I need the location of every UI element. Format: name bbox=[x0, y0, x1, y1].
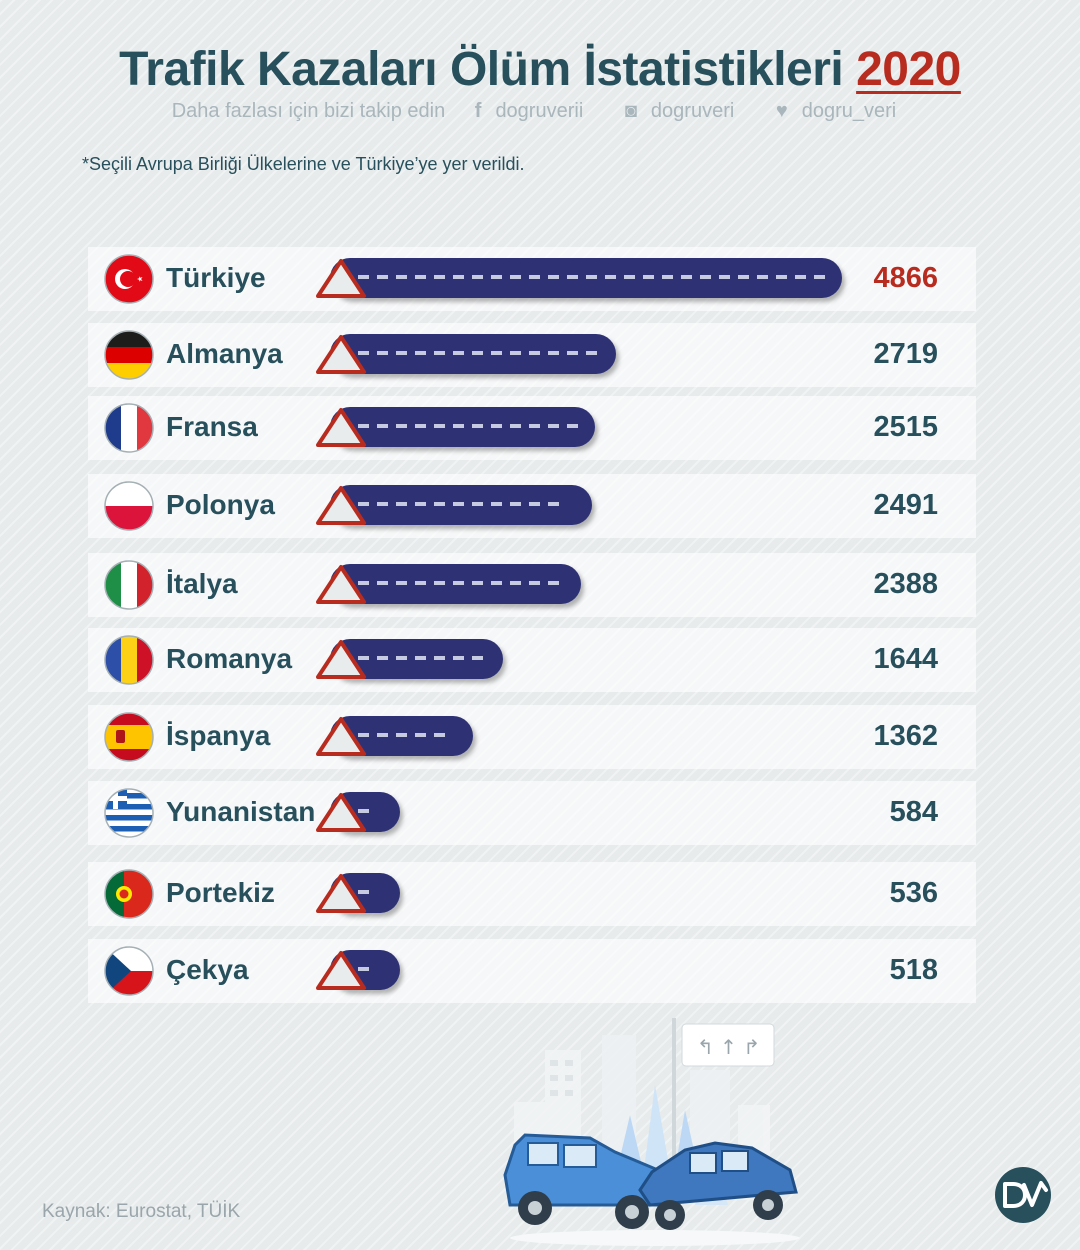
flag-romanya-icon bbox=[104, 635, 154, 685]
page-title: Trafik Kazaları Ölüm İstatistikleri 2020 bbox=[0, 42, 1080, 97]
tick-label-portekiz: Portekiz bbox=[166, 877, 275, 908]
warning-triangle-cekya-icon bbox=[316, 951, 366, 990]
tick-label-polonya: Polonya bbox=[166, 489, 275, 520]
warning-triangle-fransa-icon bbox=[316, 408, 366, 447]
instagram-icon: ◙ bbox=[624, 100, 637, 122]
chart-row-romanya bbox=[88, 628, 976, 692]
dv-logo[interactable] bbox=[994, 1166, 1052, 1224]
flag-yunanistan-icon bbox=[104, 788, 154, 838]
data-label-italya: 2388 bbox=[873, 568, 938, 600]
title-year: 2020 bbox=[856, 43, 961, 96]
flag-almanya-icon bbox=[104, 330, 154, 380]
instagram-handle: dogruveri bbox=[650, 100, 735, 122]
car-crash-illustration: ↰ ↑ ↱ bbox=[503, 1018, 800, 1246]
warning-triangle-romanya-icon bbox=[316, 640, 366, 679]
flag-ispanya-icon bbox=[104, 712, 154, 762]
data-label-cekya: 518 bbox=[889, 954, 938, 986]
warning-triangle-polonya-icon bbox=[316, 486, 366, 525]
data-label-almanya: 2719 bbox=[873, 338, 938, 370]
selection-note: *Seçili Avrupa Birliği Ülkelerine ve Tür… bbox=[82, 154, 525, 174]
tick-label-cekya: Çekya bbox=[166, 954, 249, 985]
bar-dashes-romanya bbox=[358, 656, 483, 660]
data-label-yunanistan: 584 bbox=[889, 796, 938, 828]
flag-fransa-icon bbox=[104, 403, 154, 453]
source-note: Kaynak: Eurostat, TÜİK bbox=[42, 1201, 241, 1222]
bar-dashes-turkiye bbox=[358, 275, 825, 279]
warning-triangle-yunanistan-icon bbox=[316, 793, 366, 832]
facebook-icon: f bbox=[474, 100, 482, 122]
tick-label-almanya: Almanya bbox=[166, 338, 283, 369]
twitter-link[interactable]: ♥ dogru_veri bbox=[776, 100, 908, 122]
warning-triangle-ispanya-icon bbox=[316, 717, 366, 756]
warning-triangle-almanya-icon bbox=[316, 335, 366, 374]
bar-dashes-portekiz bbox=[358, 890, 369, 894]
social-bar: Daha fazlası için bizi takip edin f dogru… bbox=[0, 100, 1080, 123]
data-label-romanya: 1644 bbox=[873, 643, 938, 675]
bar-dashes-ispanya bbox=[358, 733, 445, 737]
bar-dashes-yunanistan bbox=[358, 809, 369, 813]
title-text: Trafik Kazaları Ölüm İstatistikleri bbox=[119, 43, 844, 96]
tick-label-italya: İtalya bbox=[166, 568, 238, 599]
flag-portekiz-icon bbox=[104, 869, 154, 919]
tick-label-fransa: Fransa bbox=[166, 411, 258, 442]
tick-label-romanya: Romanya bbox=[166, 643, 293, 674]
bar-dashes-italya bbox=[358, 581, 559, 585]
twitter-handle: dogru_veri bbox=[801, 100, 897, 122]
tick-label-turkiye: Türkiye bbox=[166, 262, 266, 293]
chart-row-ispanya bbox=[88, 705, 976, 769]
data-label-fransa: 2515 bbox=[873, 411, 938, 443]
bar-dashes-fransa bbox=[358, 424, 578, 428]
chart-row-cekya bbox=[88, 939, 976, 1003]
bar-dashes-almanya bbox=[358, 351, 597, 355]
bar-dashes-cekya bbox=[358, 967, 369, 971]
warning-triangle-portekiz-icon bbox=[316, 874, 366, 913]
data-label-portekiz: 536 bbox=[889, 877, 938, 909]
facebook-handle: dogruverii bbox=[495, 100, 584, 122]
twitter-icon: ♥ bbox=[775, 100, 788, 122]
data-label-ispanya: 1362 bbox=[873, 720, 938, 752]
flag-turkiye-icon bbox=[104, 254, 154, 304]
flag-italya-icon bbox=[104, 560, 154, 610]
svg-text:↰ ↑ ↱: ↰ ↑ ↱ bbox=[697, 1035, 760, 1059]
flag-polonya-icon bbox=[104, 481, 154, 531]
chart-row-portekiz bbox=[88, 862, 976, 926]
data-label-polonya: 2491 bbox=[873, 489, 938, 521]
follow-text: Daha fazlası için bizi takip edin bbox=[171, 100, 446, 122]
chart-row-yunanistan bbox=[88, 781, 976, 845]
warning-triangle-turkiye-icon bbox=[316, 259, 366, 298]
bar-dashes-polonya bbox=[358, 502, 559, 506]
facebook-link[interactable]: f dogruverii bbox=[475, 100, 596, 122]
warning-triangle-italya-icon bbox=[316, 565, 366, 604]
tick-label-yunanistan: Yunanistan bbox=[166, 796, 316, 827]
instagram-link[interactable]: ◙ dogruveri bbox=[625, 100, 746, 122]
data-label-turkiye: 4866 bbox=[873, 262, 938, 294]
flag-cekya-icon bbox=[104, 946, 154, 996]
tick-label-ispanya: İspanya bbox=[166, 720, 271, 751]
